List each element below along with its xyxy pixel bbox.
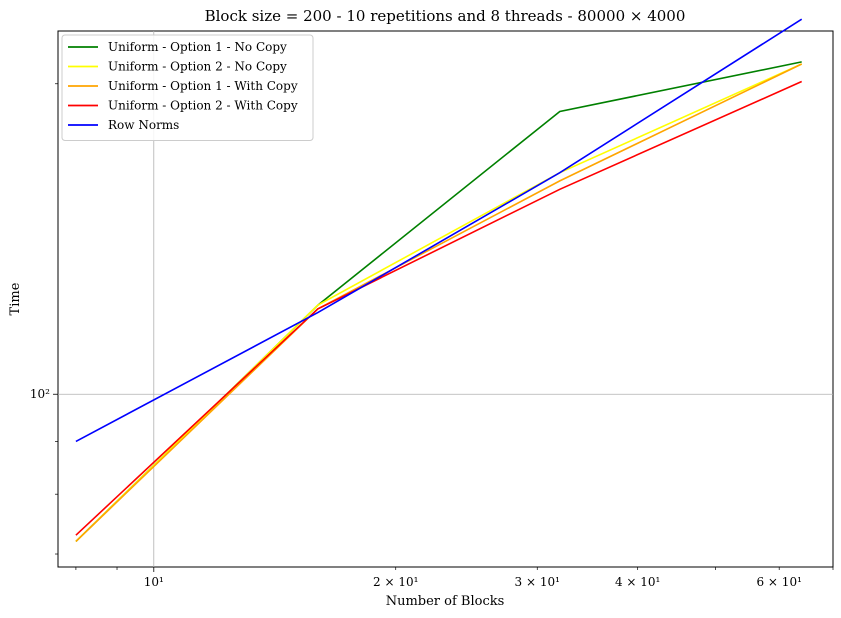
legend-label: Uniform - Option 1 - With Copy [108,79,298,93]
series-line [75,18,803,443]
x-tick-label: 10¹ [144,575,164,589]
chart-title: Block size = 200 - 10 repetitions and 8 … [205,7,686,25]
legend-box [61,34,314,141]
y-tick-label: 10² [30,387,50,401]
legend-label: Uniform - Option 2 - No Copy [108,60,287,74]
series-line [75,63,803,542]
x-tick-label: 2 × 10¹ [373,575,418,589]
y-axis-label: Time [8,282,23,315]
x-axis-label: Number of Blocks [386,594,505,609]
x-tick-label: 6 × 10¹ [756,575,801,589]
series-line [75,63,803,542]
series-line [75,80,803,536]
x-tick-label: 3 × 10¹ [515,575,560,589]
legend-label: Uniform - Option 2 - With Copy [108,99,298,113]
x-tick-label: 4 × 10¹ [615,575,660,589]
plot-frame [57,30,834,568]
legend-label: Row Norms [108,118,179,132]
series-layer [75,18,803,542]
legend-label: Uniform - Option 1 - No Copy [108,40,287,54]
legend: Uniform - Option 1 - No Copy Uniform - Op… [61,34,314,141]
tick-layer: 10¹ 2 × 10¹ 3 × 10¹ 4 × 10¹ 6 × 10¹ 10² [30,83,834,589]
